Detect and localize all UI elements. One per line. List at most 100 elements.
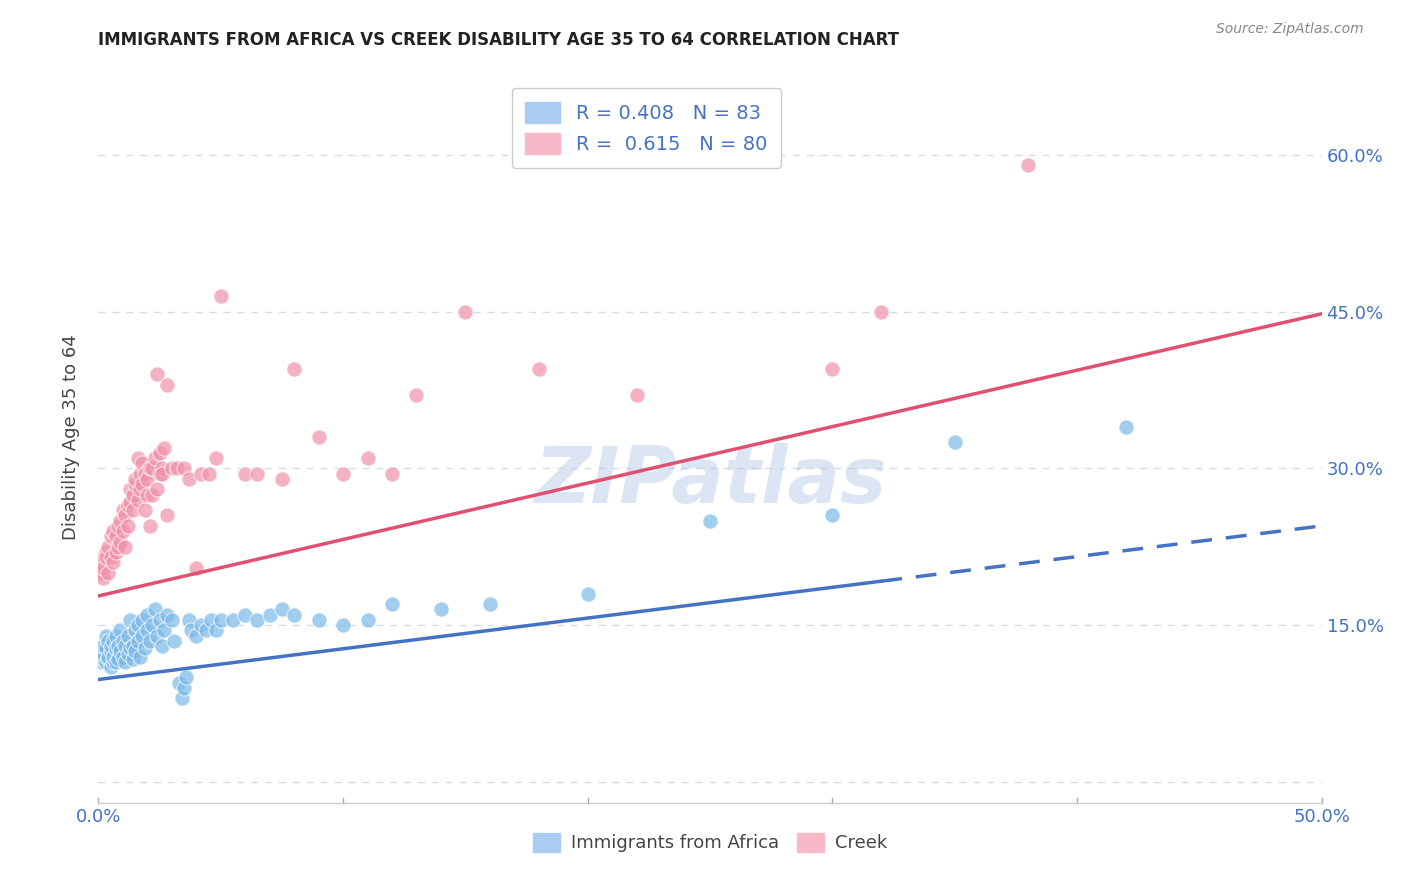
- Point: [107, 651, 129, 665]
- Point: [160, 613, 183, 627]
- Point: [117, 629, 139, 643]
- Point: [626, 388, 648, 402]
- Point: [173, 681, 195, 695]
- Point: [356, 613, 378, 627]
- Point: [101, 633, 124, 648]
- Point: [173, 461, 195, 475]
- Point: [117, 498, 139, 512]
- Point: [104, 655, 127, 669]
- Point: [270, 602, 294, 616]
- Point: [200, 613, 222, 627]
- Point: [94, 545, 117, 559]
- Point: [124, 624, 146, 638]
- Point: [114, 639, 136, 653]
- Point: [139, 633, 162, 648]
- Point: [222, 613, 245, 627]
- Point: [111, 503, 134, 517]
- Point: [111, 633, 134, 648]
- Point: [107, 540, 129, 554]
- Point: [381, 597, 404, 611]
- Point: [176, 670, 198, 684]
- Point: [104, 641, 127, 656]
- Point: [134, 503, 156, 517]
- Point: [91, 639, 114, 653]
- Point: [97, 649, 120, 664]
- Point: [100, 529, 122, 543]
- Point: [143, 450, 166, 465]
- Point: [117, 519, 139, 533]
- Point: [90, 655, 112, 669]
- Point: [149, 467, 172, 481]
- Point: [127, 492, 149, 507]
- Point: [90, 566, 112, 580]
- Point: [97, 540, 120, 554]
- Point: [111, 649, 134, 664]
- Point: [156, 607, 179, 622]
- Point: [233, 607, 256, 622]
- Legend: Immigrants from Africa, Creek: Immigrants from Africa, Creek: [526, 826, 894, 860]
- Point: [129, 649, 152, 664]
- Point: [143, 602, 166, 616]
- Point: [124, 644, 146, 658]
- Point: [146, 368, 169, 382]
- Point: [177, 613, 200, 627]
- Point: [576, 587, 599, 601]
- Point: [246, 613, 269, 627]
- Point: [100, 660, 122, 674]
- Point: [478, 597, 501, 611]
- Point: [430, 602, 453, 616]
- Point: [149, 446, 172, 460]
- Point: [141, 461, 163, 475]
- Point: [197, 467, 219, 481]
- Point: [136, 607, 159, 622]
- Point: [332, 618, 354, 632]
- Point: [120, 641, 142, 656]
- Point: [160, 461, 183, 475]
- Point: [129, 483, 152, 497]
- Point: [101, 655, 124, 669]
- Point: [94, 655, 117, 669]
- Point: [136, 472, 159, 486]
- Text: IMMIGRANTS FROM AFRICA VS CREEK DISABILITY AGE 35 TO 64 CORRELATION CHART: IMMIGRANTS FROM AFRICA VS CREEK DISABILI…: [98, 31, 900, 49]
- Text: ZIPatlas: ZIPatlas: [534, 443, 886, 519]
- Point: [90, 649, 112, 664]
- Point: [177, 472, 200, 486]
- Point: [121, 651, 143, 665]
- Point: [114, 655, 136, 669]
- Point: [111, 524, 134, 538]
- Point: [107, 519, 129, 533]
- Point: [127, 450, 149, 465]
- Point: [283, 362, 305, 376]
- Point: [121, 639, 143, 653]
- Point: [110, 644, 132, 658]
- Point: [139, 461, 162, 475]
- Point: [332, 467, 354, 481]
- Point: [104, 529, 127, 543]
- Point: [100, 639, 122, 653]
- Point: [114, 540, 136, 554]
- Point: [127, 633, 149, 648]
- Point: [205, 624, 228, 638]
- Point: [943, 435, 966, 450]
- Point: [121, 487, 143, 501]
- Point: [91, 648, 114, 662]
- Point: [381, 467, 404, 481]
- Point: [205, 450, 228, 465]
- Point: [136, 487, 159, 501]
- Point: [121, 503, 143, 517]
- Point: [821, 508, 844, 523]
- Point: [120, 613, 142, 627]
- Point: [94, 629, 117, 643]
- Point: [156, 508, 179, 523]
- Point: [101, 649, 124, 664]
- Point: [454, 304, 477, 318]
- Point: [110, 514, 132, 528]
- Point: [91, 550, 114, 565]
- Point: [195, 624, 218, 638]
- Point: [150, 467, 173, 481]
- Point: [131, 477, 153, 491]
- Point: [120, 495, 142, 509]
- Point: [308, 430, 330, 444]
- Point: [146, 483, 169, 497]
- Point: [129, 467, 152, 481]
